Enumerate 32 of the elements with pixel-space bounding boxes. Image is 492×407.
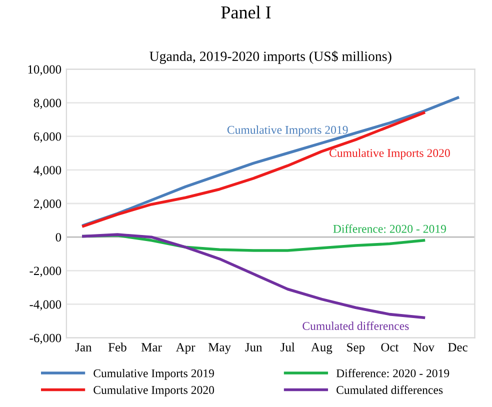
y-tick-label: 4,000: [34, 166, 62, 176]
y-tick-label: -6,000: [30, 334, 62, 344]
y-tick-label: -2,000: [30, 266, 62, 277]
chart-subtitle: Uganda, 2019-2020 imports (US$ millions): [150, 50, 392, 64]
x-tick-label: Nov: [413, 343, 434, 352]
chart-title: Panel I: [221, 6, 271, 18]
x-tick-label: Apr: [176, 343, 196, 354]
x-tick-label: Jan: [75, 343, 92, 352]
line-series: [82, 233, 426, 320]
x-tick-label: Aug: [311, 343, 332, 354]
y-tick-label: -4,000: [30, 300, 62, 310]
legend-label: Cumulated differences: [336, 386, 443, 394]
x-tick-label: Jun: [245, 343, 262, 352]
y-tick-label: 10,000: [28, 65, 62, 76]
x-tick-label: Feb: [108, 342, 126, 352]
text: Cumulative Imports 2019: [227, 126, 348, 136]
x-tick-label: Mar: [141, 343, 162, 352]
text: Difference: 2020 - 2019: [333, 224, 446, 233]
legend-label: Cumulative Imports 2020: [94, 386, 214, 396]
legend-label: Difference: 2020 - 2019: [336, 368, 450, 378]
x-tick-label: Jul: [280, 342, 295, 352]
y-tick-label: 2,000: [34, 200, 62, 210]
x-tick-label: Oct: [381, 343, 399, 352]
x-tick-label: Sep: [347, 343, 365, 354]
y-tick-label: 0: [56, 233, 62, 242]
text: Cumulative Imports 2020: [330, 148, 450, 160]
text: Cumulated differences: [302, 322, 409, 330]
x-tick-label: Dec: [448, 343, 468, 352]
y-tick-label: 6,000: [34, 132, 62, 143]
y-tick-label: 8,000: [34, 98, 62, 110]
x-tick-label: May: [208, 343, 231, 354]
legend-label: Cumulative Imports 2019: [94, 368, 214, 380]
